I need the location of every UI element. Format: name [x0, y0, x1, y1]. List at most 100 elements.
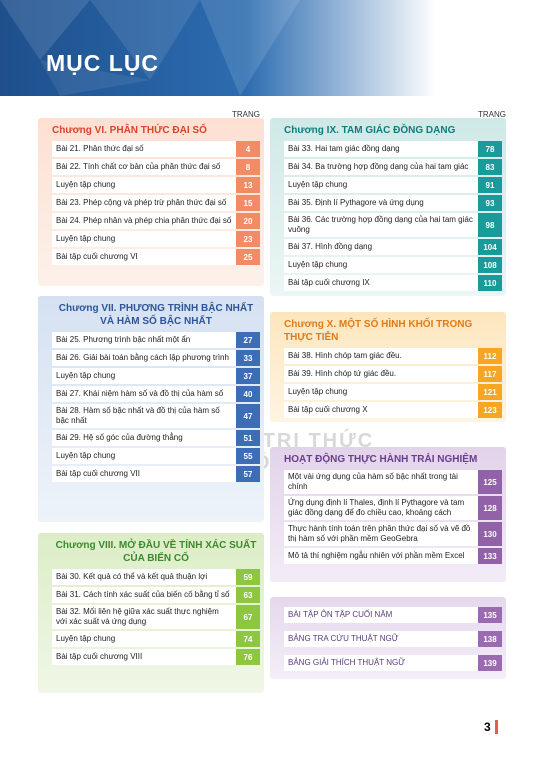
toc-page: 55 [236, 448, 260, 464]
toc-row: Bài 33. Hai tam giác đồng dạng 78 [284, 141, 502, 157]
toc-label: Bài tập cuối chương VIII [56, 652, 143, 661]
toc-page: 98 [478, 213, 502, 237]
toc-label: Bài tập cuối chương IX [288, 278, 370, 287]
title-line: VÀ HÀM SỐ BẬC NHẤT [100, 316, 212, 327]
toc-label: Bài 30. Kết quả có thể và kết quả thuận … [56, 572, 208, 581]
toc-page: 37 [236, 368, 260, 384]
toc-row: Bài 24. Phép nhân và phép chia phân thức… [52, 213, 260, 229]
toc-row: Bài tập cuối chương VII 57 [52, 466, 260, 482]
toc-row: Bài tập cuối chương VI 25 [52, 249, 260, 265]
toc-row: Bài 27. Khái niệm hàm số và đồ thị của h… [52, 386, 260, 402]
toc-page: 59 [236, 569, 260, 585]
toc-label: Bài 34. Ba trường hợp đồng dạng của hai … [288, 162, 469, 171]
toc-row: Bài tập cuối chương IX 110 [284, 275, 502, 291]
toc-row: Bài 29. Hệ số góc của đường thẳng 51 [52, 430, 260, 446]
toc-label: Bài tập cuối chương VII [56, 469, 140, 478]
toc-label: Bài 31. Cách tính xác suất của biến cố b… [56, 590, 230, 599]
toc-page: 112 [478, 348, 502, 364]
toc-label: Bài 21. Phân thức đại số [56, 144, 144, 153]
toc-row: Bài 38. Hình chóp tam giác đều. 112 [284, 348, 502, 364]
toc-row: BẢNG GIẢI THÍCH THUẬT NGỮ 139 [284, 655, 502, 671]
toc-row: Bài 23. Phép cộng và phép trừ phân thức … [52, 195, 260, 211]
toc-row: Bài 35. Định lí Pythagore và ứng dụng 93 [284, 195, 502, 211]
toc-label: Bài 29. Hệ số góc của đường thẳng [56, 433, 183, 442]
toc-page: 13 [236, 177, 260, 193]
toc-row: Bài tập cuối chương VIII 76 [52, 649, 260, 665]
toc-row: BẢNG TRA CỨU THUẬT NGỮ 138 [284, 631, 502, 647]
title-line: Chương VIII. MỞ ĐẦU VỀ TÍNH XÁC SUẤT [55, 540, 257, 551]
toc-row: Bài 39. Hình chóp tứ giác đều. 117 [284, 366, 502, 382]
toc-row: Bài 25. Phương trình bậc nhất một ẩn 27 [52, 332, 260, 348]
toc-page: 15 [236, 195, 260, 211]
toc-section: Chương IX. TAM GIÁC ĐỒNG DẠNG Bài 33. Hai… [270, 118, 506, 296]
toc-row: Luyện tập chung 23 [52, 231, 260, 247]
toc-page: 91 [478, 177, 502, 193]
toc-row: Thực hành tính toán trên phân thức đại s… [284, 522, 502, 546]
title-line: Chương X. MỘT SỐ HÌNH KHỐI TRONG THỰC TI… [284, 319, 473, 343]
toc-page: 121 [478, 384, 502, 400]
title-line: Chương IX. TAM GIÁC ĐỒNG DẠNG [284, 125, 456, 136]
toc-label: Bài 38. Hình chóp tam giác đều. [288, 351, 402, 360]
toc-page: 23 [236, 231, 260, 247]
page-number: 3 [484, 720, 498, 734]
toc-label: Bài 24. Phép nhân và phép chia phân thức… [56, 216, 232, 225]
title-line: HOẠT ĐỘNG THỰC HÀNH TRẢI NGHIỆM [284, 454, 478, 465]
banner [0, 0, 546, 96]
toc-page: 33 [236, 350, 260, 366]
toc-page: 4 [236, 141, 260, 157]
toc-page: 128 [478, 496, 502, 520]
toc-label: Luyện tập chung [288, 387, 348, 396]
toc-row: Bài 26. Giải bài toán bằng cách lập phươ… [52, 350, 260, 366]
toc-row: Luyện tập chung 108 [284, 257, 502, 273]
toc-page: 27 [236, 332, 260, 348]
toc-label: Ứng dụng định lí Thales, định lí Pythago… [288, 498, 465, 517]
toc-row: BÀI TẬP ÔN TẬP CUỐI NĂM 135 [284, 607, 502, 623]
toc-label: Bài 39. Hình chóp tứ giác đều. [288, 369, 397, 378]
toc-page: 25 [236, 249, 260, 265]
toc-row: Luyện tập chung 121 [284, 384, 502, 400]
toc-label: Thực hành tính toán trên phân thức đại s… [288, 524, 471, 543]
toc-row: Bài 28. Hàm số bậc nhất và đồ thị của hà… [52, 404, 260, 428]
toc-page: 57 [236, 466, 260, 482]
toc-page: 67 [236, 605, 260, 629]
toc-section: BÀI TẬP ÔN TẬP CUỐI NĂM 135 BẢNG TRA CỨU T… [270, 597, 506, 679]
toc-label: Luyện tập chung [56, 234, 116, 243]
toc-label: Luyện tập chung [288, 260, 348, 269]
toc-page: 117 [478, 366, 502, 382]
toc-page: 130 [478, 522, 502, 546]
section-title: Chương VII. PHƯƠNG TRÌNH BẬC NHẤT VÀ HÀM … [52, 302, 260, 328]
toc-label: Bài tập cuối chương X [288, 405, 368, 414]
toc-page: 138 [478, 631, 502, 647]
toc-label: Bài 22. Tính chất cơ bản của phân thức đ… [56, 162, 221, 171]
toc-page: 83 [478, 159, 502, 175]
banner-pattern [0, 0, 300, 96]
toc-page: 74 [236, 631, 260, 647]
toc-section: Chương VIII. MỞ ĐẦU VỀ TÍNH XÁC SUẤT CỦA … [38, 533, 264, 693]
toc-row: Một vài ứng dụng của hàm số bậc nhất tro… [284, 470, 502, 494]
title-line: CỦA BIẾN CỐ [123, 553, 189, 564]
section-title: Chương VI. PHÂN THỨC ĐẠI SỐ [52, 124, 260, 137]
toc-label: Luyện tập chung [288, 180, 348, 189]
toc-label: Luyện tập chung [56, 371, 116, 380]
page-label: TRANG [478, 110, 506, 119]
toc-row: Bài 31. Cách tính xác suất của biến cố b… [52, 587, 260, 603]
toc-label: Bài tập cuối chương VI [56, 252, 138, 261]
toc-page: 135 [478, 607, 502, 623]
toc-label: Bài 35. Định lí Pythagore và ứng dụng [288, 198, 424, 207]
toc-page: 133 [478, 548, 502, 564]
toc-page: 76 [236, 649, 260, 665]
toc-row: Bài 30. Kết quả có thể và kết quả thuận … [52, 569, 260, 585]
section-title: Chương IX. TAM GIÁC ĐỒNG DẠNG [284, 124, 502, 137]
toc-page: 40 [236, 386, 260, 402]
toc-page: 139 [478, 655, 502, 671]
toc-label: BÀI TẬP ÔN TẬP CUỐI NĂM [288, 610, 393, 619]
toc-row: Bài 32. Mối liên hệ giữa xác suất thực n… [52, 605, 260, 629]
toc-page: 93 [478, 195, 502, 211]
toc-row: Ứng dụng định lí Thales, định lí Pythago… [284, 496, 502, 520]
toc-row: Bài 36. Các trường hợp đồng dạng của hai… [284, 213, 502, 237]
toc-label: Bài 37. Hình đồng dạng [288, 242, 373, 251]
toc-row: Luyện tập chung 13 [52, 177, 260, 193]
toc-page: 63 [236, 587, 260, 603]
toc-row: Luyện tập chung 74 [52, 631, 260, 647]
